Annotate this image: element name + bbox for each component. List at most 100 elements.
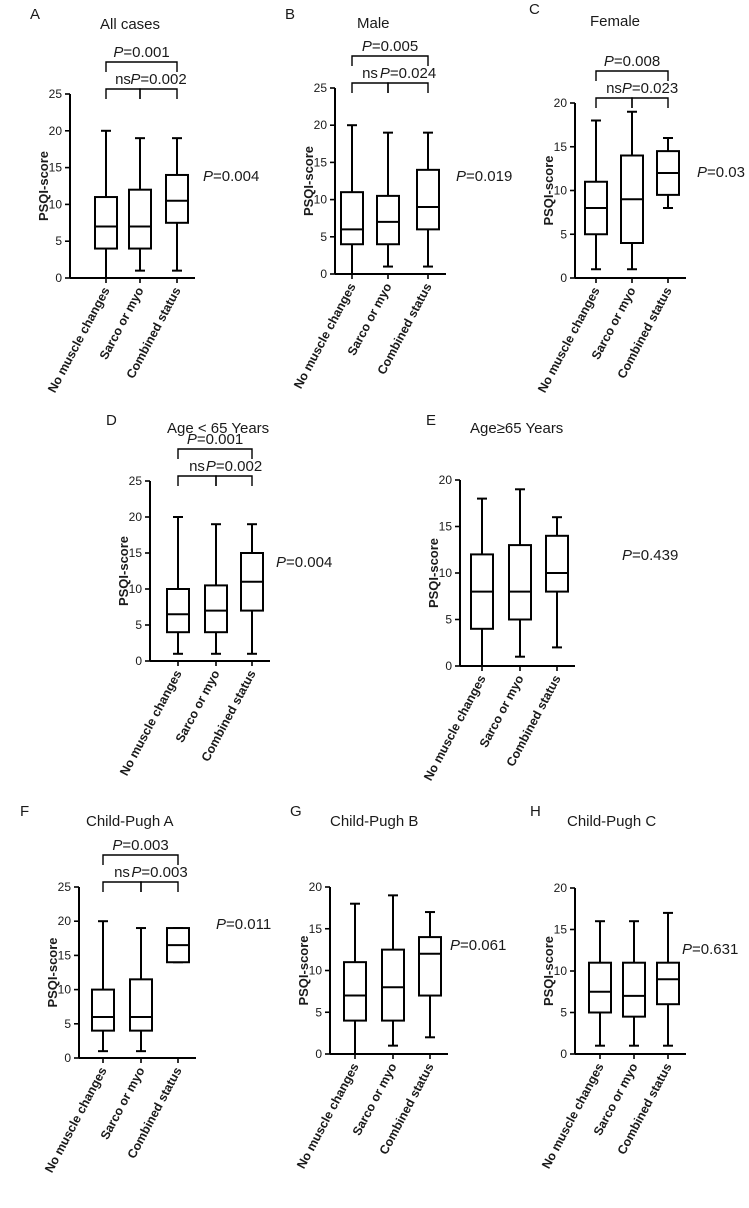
panel-G: G Child-Pugh B 0 5 10 15 20 PSQI-score No muscle… [290, 803, 506, 1171]
overall-p-value: P=0.03 [697, 164, 745, 181]
bracket-label: ns [189, 458, 205, 475]
panel-C: C Female 0 5 10 15 20 PSQI-score No muscle chang… [529, 1, 745, 395]
comparison-bracket: P=0.001 [105, 44, 178, 72]
iqr-box [128, 188, 152, 250]
iqr-box [91, 988, 115, 1032]
y-tick-label: 5 [560, 1006, 567, 1020]
box-1 [166, 516, 190, 655]
y-axis-label: PSQI-score [45, 937, 60, 1007]
bracket-label: ns [115, 71, 131, 88]
bracket-label: ns [114, 864, 130, 881]
panel-title: Child-Pugh C [567, 813, 656, 830]
y-tick-label: 10 [129, 582, 143, 596]
y-tick-label: 0 [560, 271, 567, 285]
overall-p-value: P=0.019 [456, 168, 512, 185]
comparison-bracket: P=0.024 [380, 65, 436, 93]
y-tick-label: 5 [445, 613, 452, 627]
x-category-label: No muscle changes [535, 285, 603, 395]
bracket-line [595, 97, 633, 108]
x-category-label: No muscle changes [294, 1061, 362, 1171]
y-tick-label: 25 [129, 474, 143, 488]
comparison-bracket: P=0.002 [130, 71, 187, 99]
y-tick-label: 25 [314, 81, 328, 95]
panel-title: Age < 65 Years [167, 420, 269, 437]
bracket-line [177, 475, 217, 486]
y-tick-label: 0 [135, 654, 142, 668]
panel-letter: C [529, 1, 540, 18]
overall-p-value: P=0.061 [450, 937, 506, 954]
box-3 [656, 911, 680, 1047]
panel-letter: B [285, 6, 295, 23]
iqr-box [343, 961, 367, 1022]
panel-letter: G [290, 803, 302, 820]
iqr-box [622, 961, 646, 1018]
bracket-line [105, 61, 178, 72]
bracket-label: ns [362, 65, 378, 82]
box-2 [381, 894, 405, 1047]
y-tick-label: 10 [439, 566, 453, 580]
y-tick-label: 10 [554, 184, 568, 198]
y-tick-label: 15 [439, 520, 453, 534]
y-tick-label: 10 [314, 193, 328, 207]
y-tick-label: 15 [58, 948, 72, 962]
box-1 [91, 920, 115, 1053]
comparison-bracket: P=0.005 [351, 38, 429, 66]
y-tick-label: 20 [58, 914, 72, 928]
y-tick-label: 5 [320, 230, 327, 244]
bracket-line [102, 881, 142, 892]
y-tick-label: 0 [560, 1047, 567, 1061]
box-2 [622, 920, 646, 1047]
y-axis-label: PSQI-score [301, 146, 316, 216]
iqr-box [204, 584, 228, 634]
overall-p-value: P=0.004 [276, 554, 332, 571]
comparison-bracket: P=0.008 [595, 53, 669, 81]
bracket-label: ns [606, 80, 622, 97]
bracket-label: P=0.024 [380, 65, 436, 82]
iqr-box [656, 961, 680, 1006]
iqr-box [376, 194, 400, 246]
x-category-label: No muscle changes [421, 673, 489, 783]
panel-A: A All cases 0 5 10 15 20 25 PSQI-score No muscle … [30, 6, 259, 395]
panel-letter: F [20, 803, 29, 820]
box-2 [376, 131, 400, 268]
box-3 [166, 927, 190, 964]
iqr-box [129, 978, 153, 1032]
y-axis-label: PSQI-score [426, 538, 441, 608]
y-tick-label: 10 [49, 197, 63, 211]
y-tick-label: 15 [49, 161, 63, 175]
panel-title: All cases [100, 16, 160, 33]
y-tick-label: 0 [320, 267, 327, 281]
panel-B: B Male 0 5 10 15 20 25 PSQI-score No muscle chang… [285, 6, 512, 391]
bracket-line [105, 88, 141, 99]
box-1 [343, 902, 367, 1055]
box-1 [470, 497, 494, 667]
overall-p-value: P=0.439 [622, 547, 678, 564]
y-tick-label: 0 [64, 1051, 71, 1065]
box-3 [418, 911, 442, 1039]
bracket-label: P=0.001 [113, 44, 169, 61]
bracket-line [177, 448, 253, 459]
bracket-line [595, 70, 669, 81]
y-tick-label: 25 [58, 880, 72, 894]
y-tick-label: 20 [314, 118, 328, 132]
x-category-label: No muscle changes [45, 285, 113, 395]
panel-letter: H [530, 803, 541, 820]
box-1 [588, 920, 612, 1047]
panel-letter: E [426, 412, 436, 429]
y-tick-label: 5 [55, 234, 62, 248]
y-tick-label: 10 [554, 964, 568, 978]
box-2 [204, 523, 228, 655]
iqr-box [545, 534, 569, 593]
iqr-box [165, 173, 189, 224]
box-1 [584, 119, 608, 271]
box-1 [94, 129, 118, 279]
y-tick-label: 0 [315, 1047, 322, 1061]
y-axis-label: PSQI-score [296, 935, 311, 1005]
comparison-bracket: P=0.003 [131, 864, 188, 892]
overall-p-value: P=0.004 [203, 168, 259, 185]
panel-title: Child-Pugh A [86, 813, 174, 830]
panel-title: Age≥65 Years [470, 420, 563, 437]
y-tick-label: 20 [49, 124, 63, 138]
bracket-line [140, 881, 179, 892]
